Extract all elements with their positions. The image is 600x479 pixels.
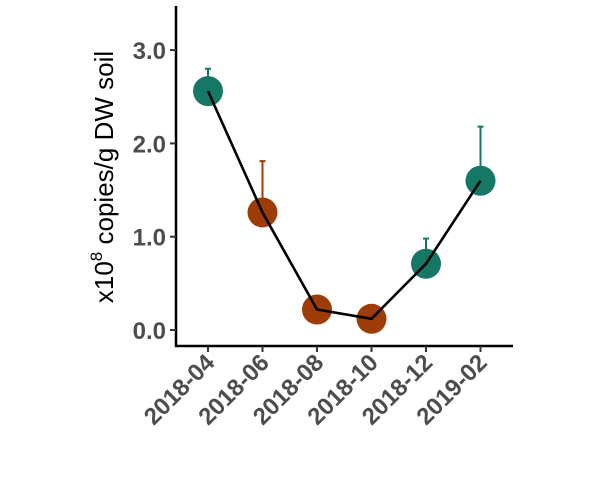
y-axis-label-exponent: 8 [87, 252, 106, 261]
y-ticks: 0.0 1.0 2.0 3.0 [133, 38, 176, 345]
y-axis-label-suffix: copies/g DW soil [89, 51, 119, 252]
y-tick-label: 3.0 [133, 38, 166, 65]
y-tick-label: 2.0 [133, 131, 166, 158]
y-axis-label: x108 copies/g DW soil [87, 51, 119, 303]
data-points [193, 76, 496, 334]
y-axis-label-prefix: x10 [89, 261, 119, 303]
trend-line [206, 90, 482, 321]
y-tick-label: 0.0 [133, 318, 166, 345]
y-tick-label: 1.0 [133, 225, 166, 252]
error-bars [205, 67, 484, 264]
x-ticks: 2018-042018-062018-082018-102018-122019-… [139, 346, 493, 431]
